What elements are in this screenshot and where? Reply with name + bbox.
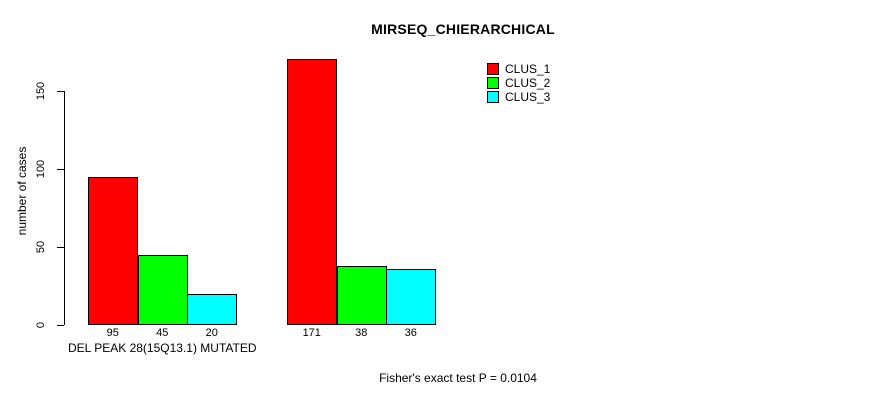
bar-clus_3 (187, 294, 237, 325)
x-group-label: DEL PEAK 28(15Q13.1) MUTATED (67, 341, 257, 355)
legend-item: CLUS_2 (487, 76, 550, 90)
legend-label: CLUS_1 (505, 62, 551, 76)
y-axis-tick-label: 100 (35, 159, 47, 179)
bar-value-label: 20 (205, 327, 218, 339)
bar-value-label: 38 (355, 327, 368, 339)
legend-item: CLUS_3 (487, 90, 550, 104)
bar-clus_3 (386, 269, 436, 325)
legend-swatch-clus_3 (487, 91, 499, 103)
legend-item: CLUS_1 (487, 62, 550, 76)
bar-value-label: 36 (404, 327, 417, 339)
y-axis-tick (57, 169, 64, 170)
y-axis-tick-label: 50 (35, 240, 47, 254)
y-axis-line (64, 91, 65, 325)
y-axis-tick-label: 150 (35, 81, 47, 101)
legend: CLUS_1 CLUS_2 CLUS_3 (487, 62, 550, 104)
bar-clus_1 (88, 177, 138, 325)
y-axis-tick-label: 0 (35, 321, 47, 329)
legend-swatch-clus_2 (487, 77, 499, 89)
chart-title: MIRSEQ_CHIERARCHICAL (371, 21, 555, 37)
bar-clus_2 (137, 255, 188, 325)
bar-value-label: 95 (106, 327, 119, 339)
bar-clus_1 (287, 59, 337, 325)
y-axis-tick (57, 247, 64, 248)
y-axis-tick (57, 325, 64, 326)
footnote-text: Fisher's exact test P = 0.0104 (379, 371, 537, 385)
bar-clus_2 (336, 266, 387, 325)
y-axis-tick (57, 91, 64, 92)
legend-swatch-clus_1 (487, 63, 499, 75)
legend-label: CLUS_3 (505, 90, 551, 104)
legend-label: CLUS_2 (505, 76, 551, 90)
bar-value-label: 171 (302, 327, 321, 339)
bar-value-label: 45 (156, 327, 169, 339)
